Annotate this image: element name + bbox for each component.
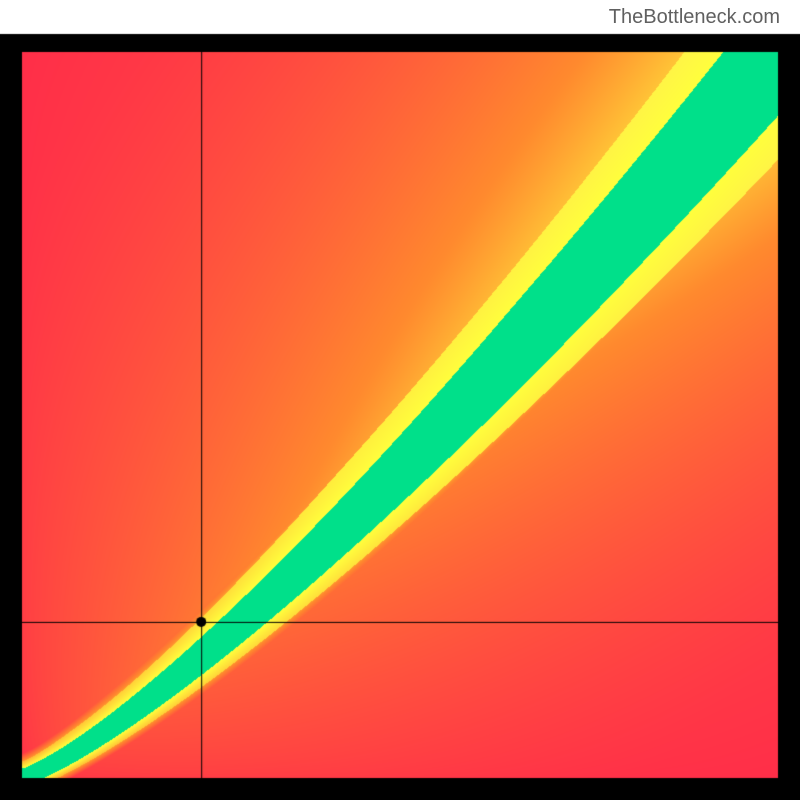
chart-container: TheBottleneck.com [0, 0, 800, 800]
attribution-label: TheBottleneck.com [609, 6, 780, 29]
bottleneck-heatmap [0, 0, 800, 800]
